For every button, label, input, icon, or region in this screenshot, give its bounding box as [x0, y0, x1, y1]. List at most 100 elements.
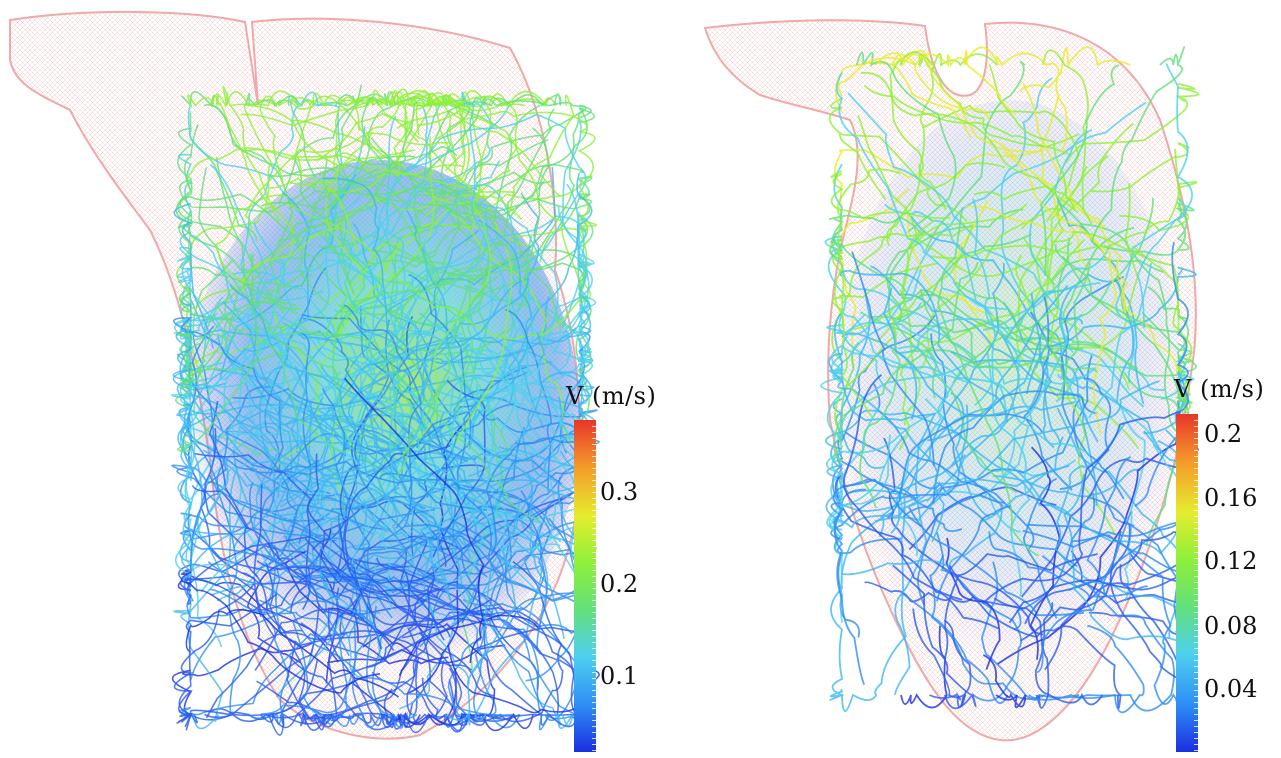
- streamline: [190, 439, 364, 537]
- streamline: [1027, 523, 1185, 710]
- streamline: [834, 53, 1043, 153]
- streamline: [301, 171, 552, 230]
- streamline: [834, 312, 936, 422]
- left-colorbar-tick: 0.1: [600, 662, 639, 690]
- streamline: [874, 52, 991, 122]
- streamline: [841, 309, 946, 376]
- streamline: [1000, 77, 1053, 309]
- streamline: [203, 104, 294, 314]
- streamline: [886, 162, 1006, 247]
- colorbar-minor-tick: [592, 546, 596, 547]
- streamline: [828, 434, 891, 624]
- streamline: [973, 185, 1076, 210]
- streamline: [475, 387, 561, 558]
- colorbar-minor-tick: [1194, 648, 1198, 649]
- streamline: [188, 363, 298, 571]
- streamline: [839, 269, 1009, 423]
- right-colorbar-tick: 0.04: [1204, 675, 1258, 703]
- streamline: [921, 104, 1080, 223]
- streamline: [901, 354, 1093, 519]
- streamline: [310, 180, 545, 219]
- streamline: [249, 482, 440, 581]
- streamline: [976, 380, 1160, 479]
- colorbar-minor-tick: [1194, 684, 1198, 685]
- colorbar-minor-tick: [592, 474, 596, 475]
- streamline: [514, 205, 583, 354]
- streamline: [208, 85, 281, 222]
- streamline: [1023, 477, 1058, 619]
- streamline: [1028, 624, 1145, 714]
- streamline: [1119, 181, 1198, 232]
- colorbar-minor-tick: [592, 696, 596, 697]
- streamline: [845, 431, 1078, 568]
- streamline: [315, 206, 488, 364]
- streamline: [1050, 231, 1191, 412]
- colorbar-minor-tick: [1194, 480, 1198, 481]
- colorbar-minor-tick: [1194, 516, 1198, 517]
- colorbar-minor-tick: [1194, 492, 1198, 493]
- streamline: [826, 435, 906, 531]
- streamline: [225, 91, 347, 169]
- streamline: [187, 451, 249, 730]
- streamline: [239, 425, 350, 639]
- colorbar-minor-tick: [1194, 636, 1198, 637]
- streamline: [314, 660, 448, 724]
- streamline: [279, 386, 401, 508]
- streamline: [188, 111, 258, 242]
- streamline: [950, 350, 1165, 455]
- streamline: [362, 89, 438, 145]
- streamline: [878, 262, 1005, 538]
- colorbar-minor-tick: [592, 564, 596, 565]
- streamline: [1136, 63, 1193, 329]
- streamline: [347, 494, 514, 680]
- streamline: [1039, 96, 1089, 283]
- streamline: [306, 229, 380, 342]
- colorbar-minor-tick: [592, 738, 596, 739]
- streamline: [1005, 273, 1145, 405]
- streamline: [289, 331, 540, 522]
- colorbar-minor-tick: [1194, 438, 1198, 439]
- streamline: [325, 132, 373, 322]
- colorbar-minor-tick: [1194, 456, 1198, 457]
- streamline: [981, 436, 1064, 523]
- streamline: [208, 474, 241, 716]
- streamline: [1020, 531, 1192, 642]
- streamline: [461, 91, 494, 340]
- streamline: [180, 512, 322, 551]
- streamline: [1030, 293, 1055, 449]
- colorbar-minor-tick: [1194, 540, 1198, 541]
- streamline: [1090, 46, 1186, 244]
- streamline: [181, 457, 229, 572]
- streamline: [851, 251, 935, 466]
- streamline: [394, 223, 462, 323]
- colorbar-minor-tick: [592, 666, 596, 667]
- streamline: [232, 387, 414, 506]
- left-colorbar-tick: 0.3: [600, 478, 639, 506]
- streamline: [952, 244, 1069, 384]
- streamline: [179, 246, 262, 378]
- streamline: [186, 273, 313, 387]
- streamline: [508, 94, 575, 215]
- streamline: [401, 191, 492, 457]
- colorbar-minor-tick: [592, 750, 596, 751]
- streamline: [249, 442, 422, 474]
- streamline: [250, 288, 386, 477]
- streamline: [215, 157, 272, 339]
- streamline: [372, 160, 501, 363]
- streamline: [971, 198, 1092, 457]
- streamline: [829, 511, 894, 701]
- left-streamlines: [170, 84, 600, 736]
- streamline: [362, 622, 496, 716]
- streamline: [899, 290, 921, 426]
- colorbar-minor-tick: [592, 498, 596, 499]
- colorbar-minor-tick: [592, 576, 596, 577]
- streamline: [178, 193, 308, 256]
- colorbar-minor-tick: [1194, 450, 1198, 451]
- colorbar-minor-tick: [592, 426, 596, 427]
- streamline: [948, 565, 1122, 710]
- colorbar-minor-tick: [1194, 606, 1198, 607]
- streamline: [1087, 496, 1179, 628]
- streamline: [1059, 287, 1098, 506]
- colorbar-minor-tick: [1194, 510, 1198, 511]
- colorbar-minor-tick: [1194, 708, 1198, 709]
